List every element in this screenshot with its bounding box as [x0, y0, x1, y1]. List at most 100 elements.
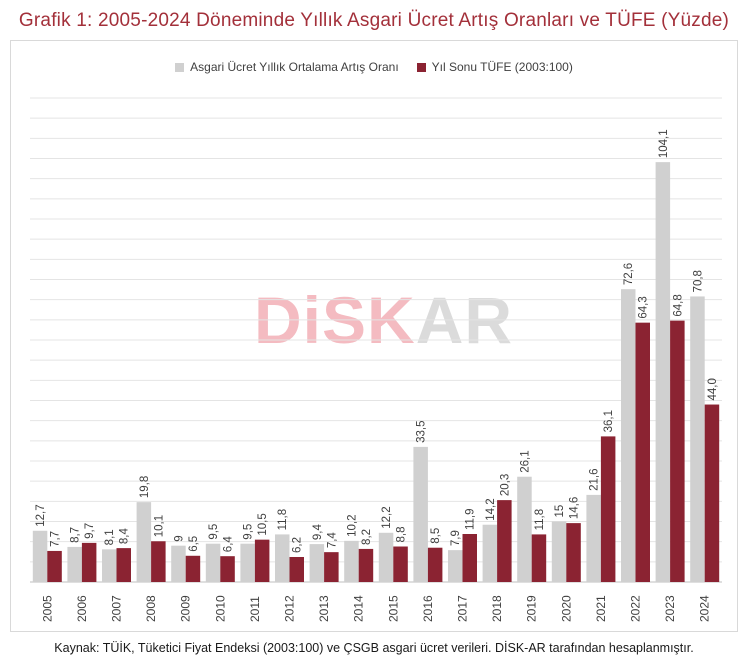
bar-series1-2007: [102, 549, 117, 582]
bar-series1-2024: [690, 296, 705, 582]
x-tick-label-2021: 2021: [594, 595, 608, 622]
bar-series2-2016: [427, 547, 443, 582]
x-tick-label-2010: 2010: [213, 595, 227, 622]
data-label-series2-2016: 8,5: [430, 528, 442, 544]
data-label-series1-2006: 8,7: [70, 527, 82, 543]
x-tick-label-2012: 2012: [283, 595, 297, 622]
bar-series2-2020: [566, 523, 581, 582]
legend-swatch-series1: [175, 62, 185, 72]
source-note: Kaynak: TÜİK, Tüketici Fiyat Endeksi (20…: [54, 641, 694, 655]
x-tick-label-2006: 2006: [75, 595, 89, 622]
bar-series1-2012: [275, 534, 290, 582]
x-tick-label-2013: 2013: [317, 595, 331, 622]
x-tick-label-2024: 2024: [698, 595, 712, 622]
bar-series2-2013: [324, 552, 339, 582]
data-label-series2-2021: 36,1: [603, 410, 615, 432]
bar-series1-2018: [482, 524, 498, 582]
bar-series1-2016: [413, 446, 428, 582]
data-label-series2-2024: 44,0: [707, 378, 719, 400]
bar-series1-2005: [32, 530, 48, 582]
x-tick-label-2007: 2007: [110, 595, 124, 622]
bar-series1-2015: [378, 532, 394, 582]
bar-series2-2021: [600, 436, 616, 582]
data-label-series2-2009: 6,5: [188, 536, 200, 552]
x-tick-label-2014: 2014: [352, 595, 366, 622]
bar-series2-2012: [289, 556, 304, 582]
data-label-series2-2015: 8,8: [396, 527, 408, 543]
bar-series1-2021: [586, 494, 601, 582]
x-tick-label-2023: 2023: [663, 595, 677, 622]
data-label-series2-2010: 6,4: [223, 536, 235, 553]
x-tick-label-2019: 2019: [525, 595, 539, 622]
data-label-series1-2021: 21,6: [589, 468, 601, 490]
data-label-series1-2022: 72,6: [623, 263, 635, 285]
x-tick-label-2022: 2022: [629, 595, 643, 622]
data-label-series2-2022: 64,3: [638, 296, 650, 318]
bar-series2-2008: [151, 541, 166, 582]
data-label-series2-2023: 64,8: [672, 294, 684, 316]
data-label-series2-2020: 14,6: [569, 497, 581, 519]
bar-series1-2017: [448, 550, 463, 582]
data-label-series1-2007: 8,1: [104, 529, 116, 545]
data-label-series2-2013: 7,4: [326, 532, 338, 549]
bar-series2-2023: [670, 320, 685, 582]
chart-title: Grafik 1: 2005-2024 Döneminde Yıllık Asg…: [18, 10, 730, 31]
legend-label-series1: Asgari Ücret Yıllık Ortalama Artış Oranı: [190, 60, 399, 74]
data-label-series1-2023: 104,1: [658, 129, 670, 158]
bar-series2-2009: [185, 555, 201, 582]
bar-series2-2006: [81, 542, 97, 582]
data-label-series1-2011: 9,5: [243, 524, 255, 540]
data-label-series2-2014: 8,2: [361, 529, 373, 545]
x-tick-label-2018: 2018: [490, 595, 504, 622]
x-tick-label-2017: 2017: [456, 595, 470, 622]
bar-series2-2010: [220, 556, 235, 582]
x-tick-label-2011: 2011: [248, 596, 262, 622]
data-label-series1-2012: 11,8: [277, 509, 289, 531]
bar-series2-2024: [704, 404, 720, 582]
x-tick-label-2020: 2020: [559, 595, 573, 622]
data-label-series1-2016: 33,5: [416, 420, 428, 442]
x-tick-label-2016: 2016: [421, 595, 435, 622]
bar-series2-2015: [393, 546, 408, 582]
bar-series1-2006: [67, 546, 82, 582]
legend-item-series2: Yıl Sonu TÜFE (2003:100): [416, 60, 573, 74]
bar-series1-2011: [240, 543, 255, 582]
data-label-series1-2020: 15: [554, 505, 566, 518]
data-label-series2-2012: 6,2: [292, 537, 304, 553]
bar-series2-2018: [497, 500, 512, 582]
x-tick-label-2015: 2015: [386, 595, 400, 622]
bar-series1-2009: [171, 545, 186, 582]
data-label-series2-2008: 10,1: [153, 515, 165, 537]
data-label-series1-2009: 9: [173, 535, 185, 541]
data-label-series2-2011: 10,5: [257, 513, 269, 535]
data-label-series2-2007: 8,4: [119, 528, 131, 545]
bar-series1-2010: [205, 543, 221, 582]
bar-series1-2013: [309, 544, 325, 582]
data-label-series1-2010: 9,5: [208, 524, 220, 540]
data-label-series1-2017: 7,9: [450, 530, 462, 546]
legend-item-series1: Asgari Ücret Yıllık Ortalama Artış Oranı: [175, 60, 399, 74]
data-label-series2-2006: 9,7: [84, 523, 96, 539]
data-label-series1-2008: 19,8: [139, 476, 151, 498]
bar-series1-2022: [621, 289, 636, 582]
data-label-series1-2018: 14,2: [485, 498, 497, 520]
x-tick-label-2009: 2009: [179, 595, 193, 622]
data-label-series1-2015: 12,2: [381, 506, 393, 528]
data-label-series1-2013: 9,4: [312, 523, 324, 540]
data-label-series1-2024: 70,8: [692, 270, 704, 292]
data-label-series1-2014: 10,2: [346, 514, 358, 536]
bar-series1-2019: [517, 476, 532, 582]
data-label-series1-2005: 12,7: [35, 504, 47, 526]
bar-series2-2011: [254, 539, 270, 582]
bar-series2-2019: [531, 534, 547, 582]
bar-series2-2017: [462, 534, 477, 582]
legend-label-series2: Yıl Sonu TÜFE (2003:100): [431, 60, 573, 74]
bar-series2-2014: [358, 548, 374, 582]
legend-swatch-series2: [416, 62, 426, 72]
x-tick-label-2008: 2008: [144, 595, 158, 622]
chart-frame: [10, 40, 738, 632]
chart-legend: Asgari Ücret Yıllık Ortalama Artış Oranı…: [0, 60, 748, 74]
bar-series1-2020: [551, 521, 567, 582]
bar-series2-2022: [635, 322, 650, 582]
